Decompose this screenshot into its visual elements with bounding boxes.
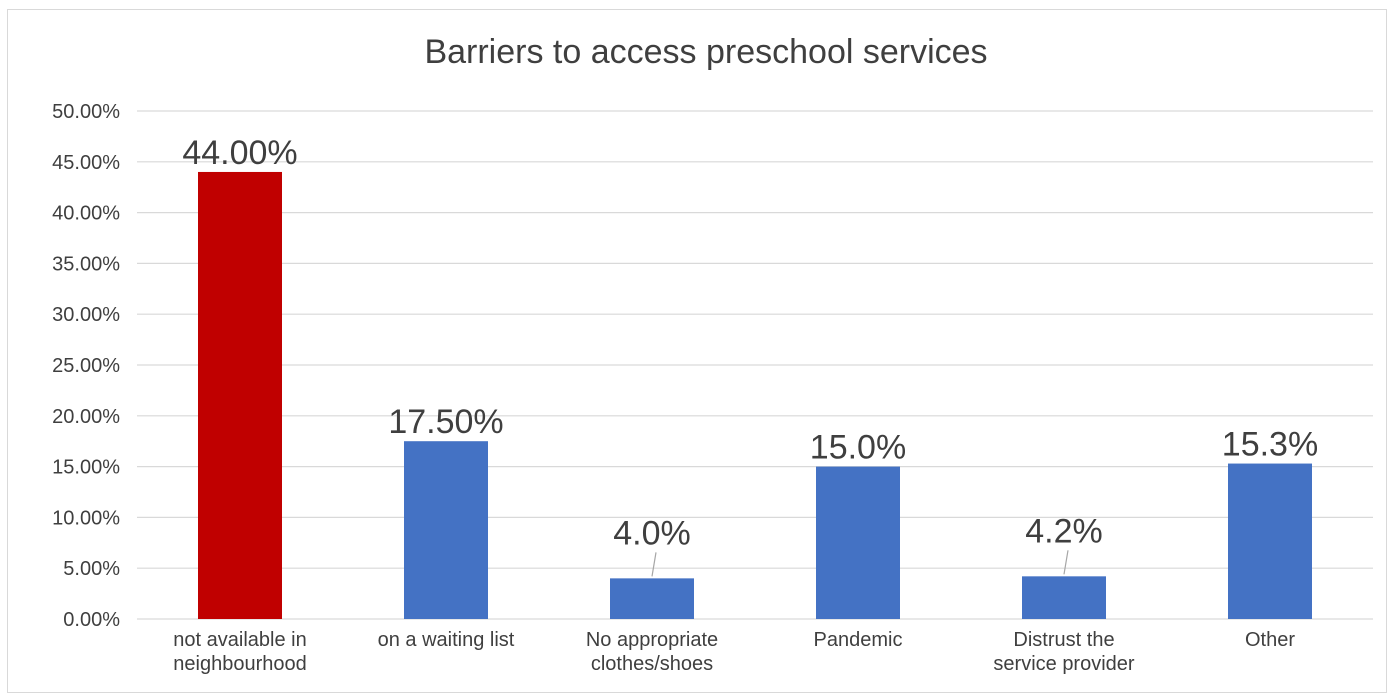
data-label: 4.2% xyxy=(1025,512,1103,550)
data-label: 4.0% xyxy=(613,514,691,552)
x-tick-label: Distrust the xyxy=(1013,629,1114,651)
bar xyxy=(610,578,694,619)
y-tick-label: 45.00% xyxy=(52,152,120,174)
x-tick-label: Other xyxy=(1245,629,1295,651)
bar xyxy=(1022,576,1106,619)
bar xyxy=(404,441,488,619)
y-tick-label: 5.00% xyxy=(63,558,120,580)
gridlines xyxy=(137,110,1373,620)
bars xyxy=(198,171,1312,619)
y-tick-label: 15.00% xyxy=(52,457,120,479)
x-tick-label: on a waiting list xyxy=(378,629,515,651)
data-labels: 44.00% 17.50% 4.0% 15.0% 4.2% 15.3% xyxy=(182,134,1318,577)
bar xyxy=(816,466,900,619)
x-tick-label: Pandemic xyxy=(814,629,903,651)
y-tick-label: 25.00% xyxy=(52,355,120,377)
x-tick-label: service provider xyxy=(993,653,1135,675)
leader-line xyxy=(651,552,657,577)
data-label: 44.00% xyxy=(182,134,297,172)
y-tick-label: 40.00% xyxy=(52,203,120,225)
y-tick-label: 30.00% xyxy=(52,304,120,326)
bar xyxy=(198,171,282,619)
y-tick-label: 20.00% xyxy=(52,406,120,428)
x-tick-label: neighbourhood xyxy=(173,653,306,675)
data-label: 15.3% xyxy=(1222,426,1318,464)
bar xyxy=(1228,463,1312,619)
y-tick-label: 0.00% xyxy=(63,609,120,631)
x-tick-label: No appropriate xyxy=(586,629,718,651)
y-tick-label: 10.00% xyxy=(52,507,120,529)
x-tick-label: not available in xyxy=(173,629,306,651)
y-tick-label: 50.00% xyxy=(52,101,120,123)
data-label: 15.0% xyxy=(810,429,906,467)
y-axis: 0.00% 5.00% 10.00% 15.00% 20.00% 25.00% 30.00%… xyxy=(52,101,120,631)
chart-title: Barriers to access preschool services xyxy=(424,33,987,71)
data-label: 17.50% xyxy=(388,403,503,441)
x-tick-label: clothes/shoes xyxy=(591,653,713,675)
leader-line xyxy=(1063,550,1069,575)
y-tick-label: 35.00% xyxy=(52,253,120,275)
